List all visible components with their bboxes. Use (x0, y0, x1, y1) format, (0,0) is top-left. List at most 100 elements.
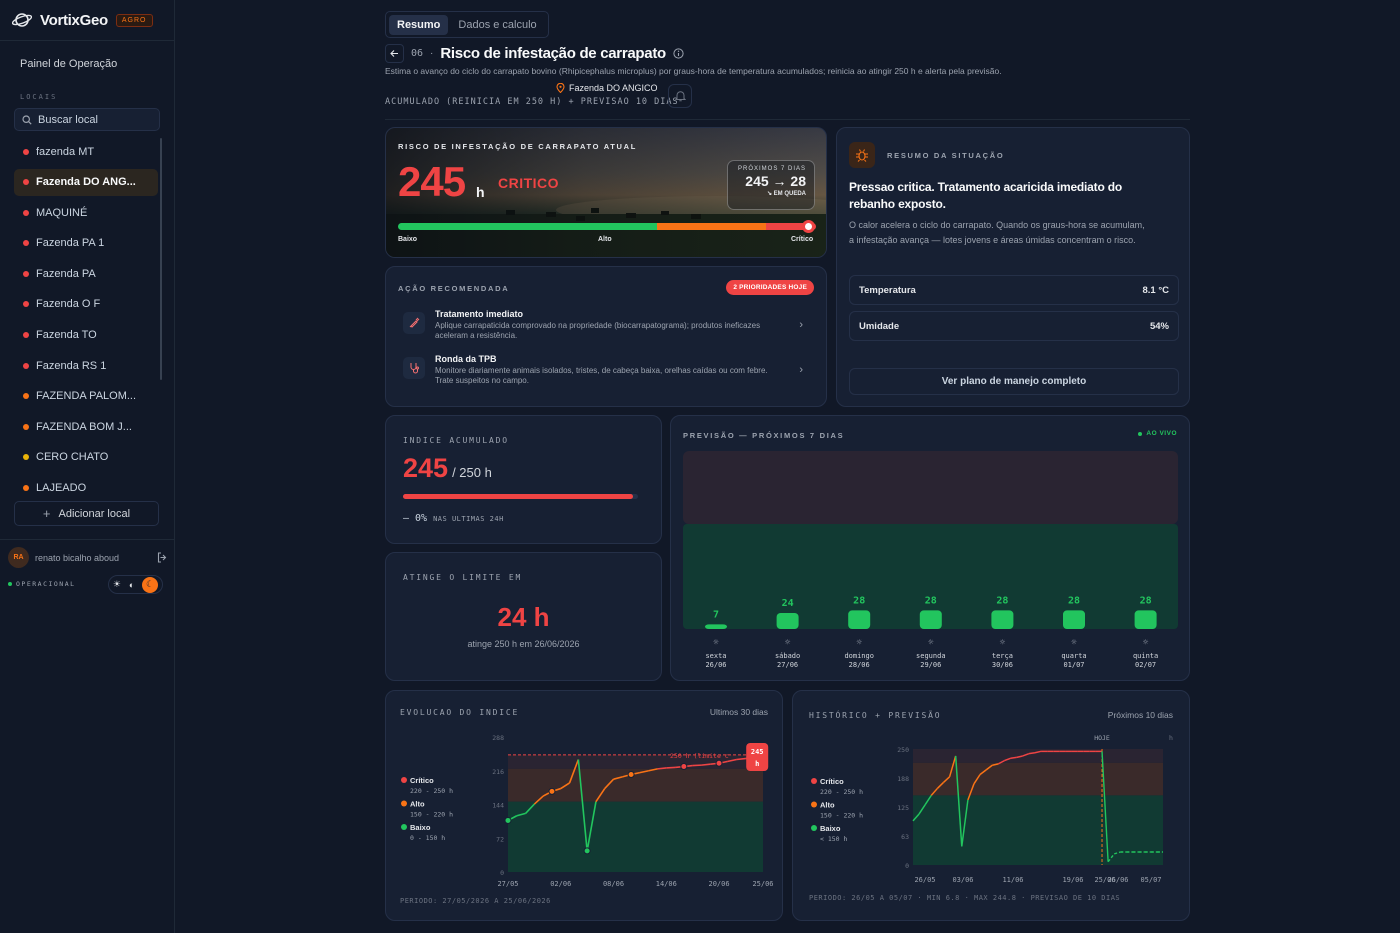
sidebar-item-location[interactable]: Fazenda PA (14, 260, 158, 287)
index-delta: — 0% NAS ULTIMAS 24H (403, 513, 504, 524)
forecast-day: domingo (844, 652, 874, 660)
metric-value: 8.1 °C (1142, 284, 1169, 296)
x-tick-label: 26/05 (914, 876, 935, 884)
forecast-trend: ↘ EM QUEDA (736, 190, 806, 197)
sidebar-item-location[interactable]: CERO CHATO (14, 444, 158, 471)
chart-title: HISTÓRICO + PREVISÃO (809, 711, 942, 720)
live-dot (1138, 431, 1143, 436)
brand-name: VortixGeo (40, 11, 108, 29)
forecast-bar-value: 28 (925, 595, 937, 606)
sidebar-item-location[interactable]: Fazenda DO ANG... (14, 168, 158, 196)
chevron-right-icon: › (799, 319, 803, 331)
forecast-date: 02/07 (1135, 661, 1156, 669)
status-dot (23, 148, 29, 155)
farm-name: Fazenda DO ANGICO (569, 83, 658, 93)
action-text: Aplique carrapaticida comprovado na prop… (435, 321, 761, 340)
live-text: AO VIVO (1146, 430, 1177, 437)
legend-range: 150 - 220 h (820, 812, 863, 820)
legend-swatch (811, 801, 817, 808)
farm-location[interactable]: Fazenda DO ANGICO (556, 83, 658, 93)
view-management-plan-button[interactable]: Ver plano de manejo completo (849, 368, 1179, 395)
history-segment (998, 759, 1005, 765)
y-tick-label: 0 (905, 862, 909, 870)
y-tick-label: 188 (897, 775, 909, 783)
low-zone (913, 795, 1163, 865)
arrow-left-icon (390, 50, 398, 57)
x-tick-label: 26/06 (1107, 876, 1128, 884)
search-box[interactable] (14, 108, 160, 131)
limit-value: 24 h (497, 602, 550, 632)
sidebar-item-label: FAZENDA BOM J... (36, 420, 132, 433)
view-tabs: Resumo Dados e calculo (385, 11, 549, 38)
contrast-icon[interactable]: ◐ (128, 579, 135, 590)
history-segment (1010, 756, 1017, 760)
status-dot (23, 209, 29, 216)
sidebar-item-location[interactable]: fazenda MT (14, 138, 158, 165)
history-segment (912, 813, 920, 822)
avatar[interactable]: RA (8, 547, 29, 568)
info-icon[interactable] (673, 48, 684, 59)
separator: · (430, 48, 434, 59)
history-segment (992, 763, 999, 766)
globe-icon (12, 13, 32, 27)
logout-icon[interactable] (157, 552, 168, 563)
forecast-date: 27/06 (777, 661, 798, 669)
nav-operation-panel[interactable]: Painel de Operação (20, 58, 118, 70)
sidebar-item-location[interactable]: MAQUINÉ (14, 199, 158, 226)
data-point (680, 763, 688, 771)
map-pin-icon (556, 83, 565, 93)
locations-heading: LOCAIS (20, 93, 58, 101)
sidebar-item-location[interactable]: FAZENDA BOM J... (14, 413, 158, 440)
sidebar-item-location[interactable]: FAZENDA PALOM... (14, 383, 158, 410)
action-title: Tratamento imediato (435, 309, 524, 319)
action-item[interactable]: Tratamento imediato Aplique carrapaticida… (403, 309, 813, 341)
index-label: INDICE ACUMULADO (403, 436, 509, 445)
scrollbar[interactable] (160, 138, 162, 380)
trend-down-icon: ↘ (766, 191, 774, 197)
y-tick-label: 250 (897, 746, 909, 754)
legend-swatch (401, 800, 407, 807)
sidebar-item-location[interactable]: Fazenda O F (14, 291, 158, 318)
x-tick-label: 25/06 (1094, 876, 1115, 884)
forecast-segment (1107, 853, 1115, 863)
back-button[interactable] (385, 44, 404, 63)
action-item[interactable]: Ronda da TPB Monitore diariamente animais… (403, 354, 813, 386)
current-value-text: 245 (751, 748, 764, 756)
sun-icon[interactable]: ☀ (112, 579, 121, 589)
history-segment (918, 804, 926, 815)
moon-icon[interactable]: ☾ (142, 576, 159, 593)
status-text: OPERACIONAL (16, 580, 76, 588)
sidebar-item-location[interactable]: LAJEADO (14, 475, 158, 492)
sidebar-item-location[interactable]: Fazenda RS 1 (14, 352, 158, 379)
brand-logo[interactable]: VortixGeo AGRO (12, 10, 153, 30)
sidebar-item-label: FAZENDA PALOM... (36, 390, 137, 403)
sidebar-item-location[interactable]: Fazenda TO (14, 322, 158, 349)
sidebar-item-location[interactable]: Fazenda PA 1 (14, 230, 158, 257)
priority-badge: 2 PRIORIDADES HOJE (726, 280, 814, 295)
add-location-button[interactable]: + Adicionar local (14, 501, 159, 526)
scale-critical-label: Crítico (791, 236, 814, 243)
forecast-box: PRÓXIMOS 7 DIAS 245 → 28 ↘ EM QUEDA (727, 160, 815, 210)
forecast-bar (991, 610, 1014, 629)
add-location-label: Adicionar local (58, 507, 131, 520)
current-unit-text: h (755, 760, 759, 768)
metric-value: 54% (1149, 320, 1169, 332)
sidebar: VortixGeo AGRO Painel de Operação LOCAIS… (0, 0, 175, 933)
index-progress-track (403, 494, 638, 499)
theme-toggle[interactable]: ☀ ◐ ☾ (108, 575, 163, 594)
search-icon (22, 114, 32, 125)
legend-label: Crítico (820, 777, 844, 786)
unit-label: h (1169, 734, 1173, 742)
sun-icon: ☼ (713, 638, 719, 648)
search-input[interactable] (38, 113, 148, 126)
tab-resumo[interactable]: Resumo (389, 14, 449, 35)
tab-dados-calculo[interactable]: Dados e calculo (458, 18, 537, 31)
status-dot (23, 301, 29, 308)
y-tick-label: 125 (897, 804, 909, 812)
bug-icon (849, 142, 875, 168)
line-segment (613, 776, 623, 780)
history-line-chart: 250 188 125 63 0 26/05 03/06 11/06 19/06 25/0626/… (811, 734, 1173, 884)
index-value-row: 245 / 250 h (403, 453, 492, 484)
history-segment (1004, 757, 1011, 762)
notification-button[interactable] (668, 84, 692, 108)
